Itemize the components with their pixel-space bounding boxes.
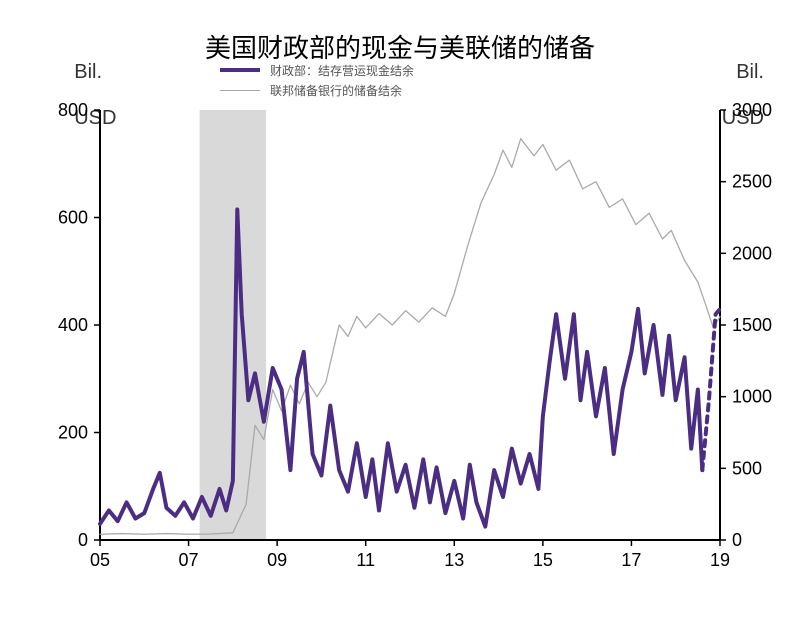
x-tick-label: 05 [90,550,110,570]
y-right-tick-label: 2500 [732,172,772,192]
y-right-tick-label: 0 [732,530,742,550]
y-right-tick-label: 500 [732,458,762,478]
y-left-tick-label: 400 [58,315,88,335]
x-tick-label: 15 [533,550,553,570]
x-tick-label: 17 [621,550,641,570]
y-left-tick-label: 0 [78,530,88,550]
x-tick-label: 19 [710,550,730,570]
y-right-tick-label: 1500 [732,315,772,335]
series-fed-reserves [100,139,720,535]
x-tick-label: 09 [267,550,287,570]
plot-svg: 0 200 400 600 800 0 500 1000 1500 2000 2500 3000 05 0… [0,0,800,628]
chart-container: 美国财政部的现金与美联储的储备 Bil. USD Bil. USD 财政部：结存… [0,0,800,628]
series-treasury-cash-dashed [702,309,720,470]
x-tick-label: 07 [179,550,199,570]
y-right-tick-label: 1000 [732,387,772,407]
y-left-tick-label: 800 [58,100,88,120]
y-left-tick-label: 600 [58,208,88,228]
y-left-tick-label: 200 [58,423,88,443]
y-right-tick-label: 2000 [732,243,772,263]
y-right-tick-label: 3000 [732,100,772,120]
x-tick-label: 11 [356,550,375,570]
series-treasury-cash [100,209,702,526]
x-tick-label: 13 [444,550,464,570]
